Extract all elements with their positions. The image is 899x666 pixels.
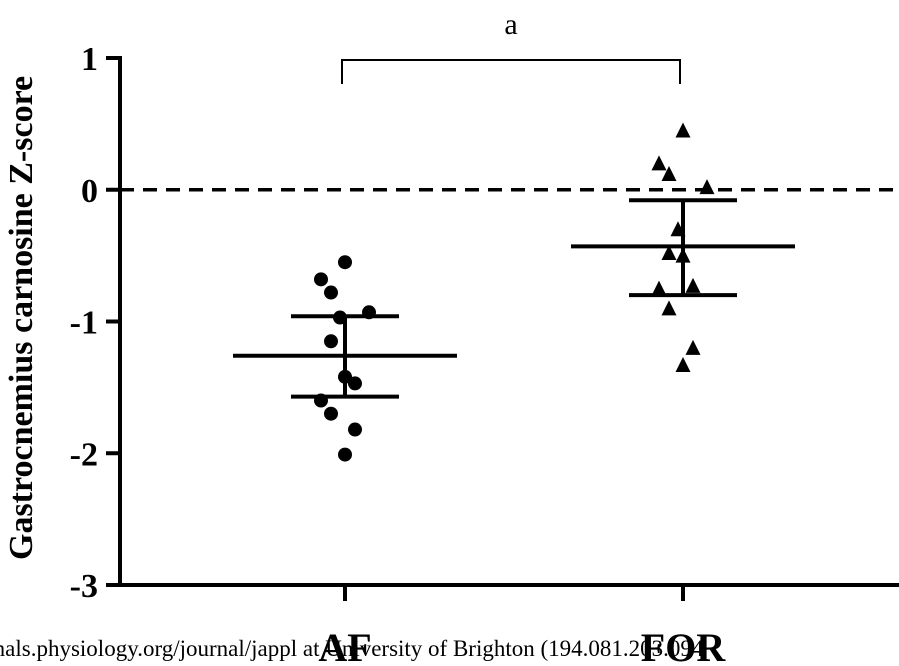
y-tick-label: -2	[70, 436, 98, 473]
data-point-for	[699, 179, 715, 195]
data-point-for	[661, 300, 677, 316]
y-tick-label: 0	[81, 173, 98, 210]
data-point-af	[338, 255, 352, 270]
x-tick-label: AF	[318, 625, 371, 666]
data-point-af	[314, 272, 328, 287]
data-point-af	[324, 406, 338, 421]
axes: 1 0 -1 -2 -3 AF FOR	[70, 41, 899, 666]
data-point-for	[651, 155, 667, 171]
data-point-af	[338, 447, 352, 462]
data-point-af	[324, 285, 338, 300]
data-point-for	[661, 244, 677, 260]
download-watermark: rnals.physiology.org/journal/jappl at Un…	[0, 636, 704, 661]
significance-label: a	[504, 8, 517, 41]
data-point-af	[348, 422, 362, 437]
y-tick-label: 1	[81, 41, 98, 78]
data-point-for	[685, 339, 701, 355]
data-point-for	[685, 277, 701, 293]
data-point-for	[651, 280, 667, 296]
data-point-for	[675, 356, 691, 372]
data-points	[314, 122, 715, 462]
y-axis-label: Gastrocnemius carnosine Z-score	[3, 75, 40, 560]
y-tick-label: -3	[70, 568, 98, 605]
data-point-af	[324, 334, 338, 349]
data-point-af	[348, 376, 362, 391]
y-tick-label: -1	[70, 305, 98, 342]
annotations: a	[341, 8, 681, 84]
mean-error-bars	[233, 198, 795, 399]
data-point-for	[661, 165, 677, 181]
data-point-for	[675, 122, 691, 138]
x-tick-label: FOR	[641, 625, 727, 666]
significance-bracket	[341, 59, 681, 84]
